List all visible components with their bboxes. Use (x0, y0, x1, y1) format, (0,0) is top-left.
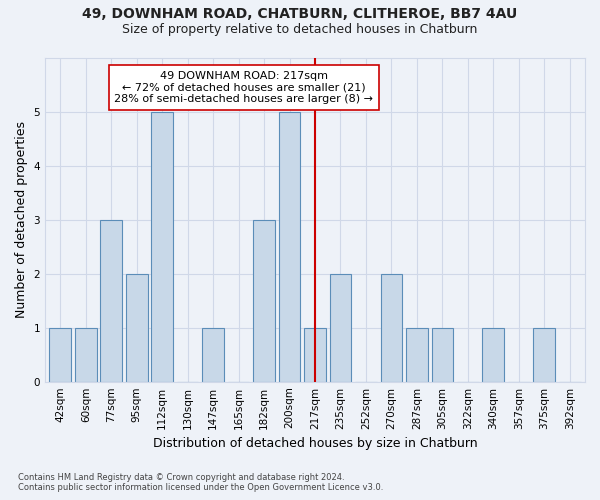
Bar (533, 328, 555, 382)
Text: Size of property relative to detached houses in Chatburn: Size of property relative to detached ho… (122, 22, 478, 36)
Bar (75, 328, 97, 382)
Bar (431, 328, 453, 382)
Bar (100, 220, 122, 382)
Bar (253, 220, 275, 382)
X-axis label: Distribution of detached houses by size in Chatburn: Distribution of detached houses by size … (153, 437, 478, 450)
Bar (279, 112, 301, 382)
Y-axis label: Number of detached properties: Number of detached properties (15, 121, 28, 318)
Bar (49, 328, 71, 382)
Text: 49 DOWNHAM ROAD: 217sqm
← 72% of detached houses are smaller (21)
28% of semi-de: 49 DOWNHAM ROAD: 217sqm ← 72% of detache… (114, 71, 373, 104)
Bar (329, 274, 352, 382)
Bar (126, 274, 148, 382)
Bar (406, 328, 428, 382)
Bar (151, 112, 173, 382)
Bar (304, 328, 326, 382)
Bar (482, 328, 504, 382)
Bar (380, 274, 402, 382)
Text: 49, DOWNHAM ROAD, CHATBURN, CLITHEROE, BB7 4AU: 49, DOWNHAM ROAD, CHATBURN, CLITHEROE, B… (82, 8, 518, 22)
Bar (202, 328, 224, 382)
Text: Contains HM Land Registry data © Crown copyright and database right 2024.
Contai: Contains HM Land Registry data © Crown c… (18, 473, 383, 492)
